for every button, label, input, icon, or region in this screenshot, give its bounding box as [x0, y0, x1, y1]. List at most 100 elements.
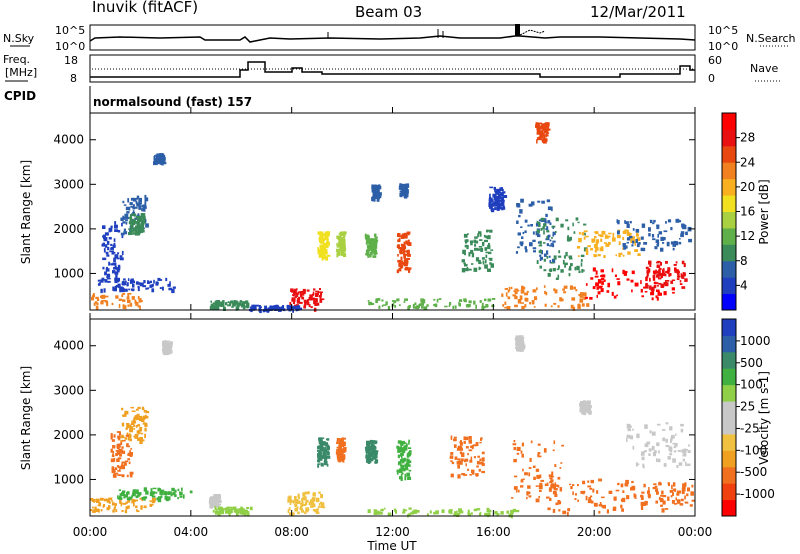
velocity-cell: [342, 437, 346, 440]
velocity-cell: [465, 463, 467, 467]
power-cell: [216, 306, 220, 310]
power-cell: [314, 302, 318, 306]
power-cell: [141, 205, 144, 208]
velocity-cell: [160, 495, 163, 499]
velocity-cell: [481, 451, 485, 455]
velocity-cell: [539, 489, 542, 492]
velocity-cell: [229, 509, 233, 513]
velocity-cell: [514, 475, 518, 478]
power-colorbar-segment: [722, 211, 736, 229]
power-cell: [398, 267, 402, 272]
velocity-cell: [583, 490, 586, 494]
power-cell: [665, 221, 667, 224]
velocity-cell: [399, 441, 402, 444]
velocity-cell: [183, 494, 185, 499]
velocity-colorbar-segment: [722, 351, 736, 369]
power-cell: [397, 239, 401, 241]
velocity-cell: [227, 509, 232, 512]
power-cell: [468, 300, 472, 304]
velocity-cell: [500, 511, 504, 515]
power-cell: [679, 280, 682, 283]
power-cell: [118, 266, 121, 271]
power-cell: [137, 287, 140, 292]
velocity-cell: [449, 455, 454, 459]
power-cell: [117, 230, 121, 233]
power-cell: [387, 306, 391, 311]
velocity-cell: [400, 444, 402, 449]
velocity-cell: [112, 445, 116, 449]
velocity-cell: [644, 443, 649, 448]
power-cell: [104, 300, 108, 303]
velocity-cell: [126, 432, 129, 437]
power-cell: [311, 297, 315, 300]
power-cell: [502, 207, 506, 210]
power-cell: [132, 221, 136, 225]
power-cell: [513, 290, 517, 293]
velocity-cell: [318, 503, 321, 506]
power-cell: [128, 206, 131, 211]
velocity-cell: [406, 458, 409, 463]
velocity-cell: [528, 467, 532, 469]
velocity-cell: [159, 491, 164, 495]
power-ylabel: Slant Range [km]: [19, 160, 33, 264]
velocity-cell: [106, 499, 110, 503]
velocity-cell: [460, 442, 463, 446]
nsky-label: N.Sky: [3, 32, 35, 45]
power-cell: [127, 198, 130, 203]
power-cell: [683, 263, 686, 268]
velocity-cell: [641, 491, 645, 494]
power-cell: [487, 235, 491, 240]
power-cell: [575, 217, 579, 221]
power-cell: [543, 223, 547, 227]
power-cell: [249, 306, 254, 309]
power-cell: [318, 240, 322, 242]
power-cell: [322, 234, 324, 240]
power-cell: [403, 300, 406, 303]
power-cell: [137, 305, 141, 308]
power-cell: [551, 258, 556, 264]
power-cell: [541, 134, 544, 139]
velocity-cell: [90, 498, 94, 501]
velocity-cell: [473, 508, 478, 512]
power-cell: [622, 243, 626, 247]
nsky-spike: [515, 24, 520, 36]
velocity-colorbar-segment: [722, 335, 736, 353]
power-cell: [501, 201, 505, 205]
power-cell: [648, 227, 651, 232]
power-cell: [91, 296, 95, 301]
velocity-cell: [402, 508, 406, 513]
velocity-cell: [613, 496, 617, 501]
velocity-cell: [121, 407, 124, 411]
power-cell: [123, 204, 127, 206]
power-cell: [231, 306, 234, 308]
velocity-cell: [342, 441, 346, 446]
power-cell: [568, 255, 573, 259]
power-cell: [302, 290, 306, 295]
velocity-cell: [214, 494, 218, 498]
power-cell: [534, 296, 538, 301]
velocity-cell: [516, 452, 520, 455]
power-cell: [367, 245, 371, 248]
velocity-cell: [543, 448, 547, 453]
power-cell: [625, 221, 629, 224]
power-cell: [594, 275, 599, 278]
velocity-cell: [404, 473, 407, 477]
velocity-cell: [519, 339, 522, 343]
velocity-cell: [569, 483, 572, 486]
power-cell: [126, 211, 130, 214]
power-cell: [675, 261, 678, 264]
power-cell: [278, 306, 281, 311]
power-cell: [545, 213, 548, 218]
power-cell: [473, 300, 476, 305]
power-cell: [479, 300, 482, 303]
velocity-cell: [393, 508, 396, 512]
power-cell: [128, 288, 131, 291]
velocity-cell: [583, 403, 588, 406]
velocity-cell: [121, 474, 125, 478]
velocity-cell: [649, 430, 652, 434]
velocity-cell: [127, 434, 132, 438]
power-cell: [656, 296, 659, 301]
power-cell: [550, 262, 555, 264]
velocity-cell: [406, 472, 410, 477]
velocity-colorbar-label: 25: [740, 400, 755, 414]
